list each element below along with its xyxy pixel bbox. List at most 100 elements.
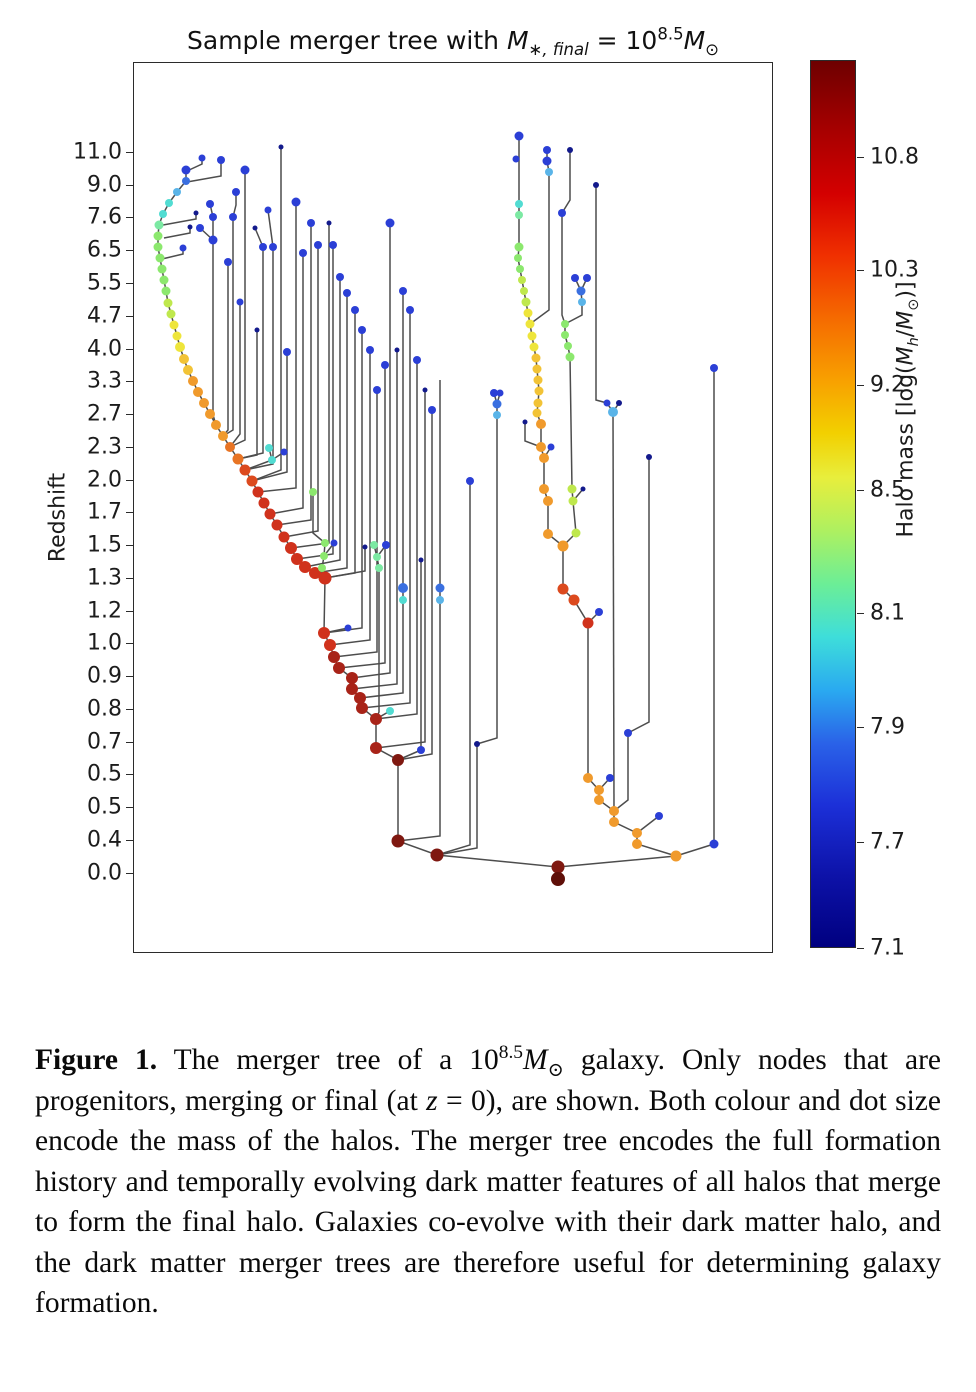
halo-node xyxy=(609,806,619,816)
merger-tree-branch xyxy=(283,245,319,538)
figure-panel: Sample merger tree with M∗, final = 108.… xyxy=(45,24,922,961)
halo-node xyxy=(268,456,276,464)
halo-node xyxy=(346,683,358,695)
halo-node xyxy=(399,596,407,604)
colorbar-tick-label: 9.2 xyxy=(870,372,905,398)
y-tick-label: 1.3 xyxy=(87,565,122,591)
merger-tree-branch xyxy=(361,310,411,709)
halo-node xyxy=(422,387,428,393)
colorbar-tick-mark xyxy=(857,726,864,728)
colorbar-tick-mark xyxy=(857,489,864,491)
y-tick-label: 1.0 xyxy=(87,630,122,656)
merger-tree-branch xyxy=(222,262,229,437)
halo-node xyxy=(218,431,228,441)
halo-node xyxy=(542,156,552,166)
halo-node xyxy=(239,464,251,476)
colorbar-tick-mark xyxy=(857,156,864,158)
y-tick-label: 0.5 xyxy=(87,794,122,820)
halo-node xyxy=(557,540,569,552)
halo-node xyxy=(328,651,340,663)
halo-node xyxy=(283,348,291,356)
merger-tree-branch xyxy=(251,147,282,482)
halo-node xyxy=(362,544,368,550)
halo-node xyxy=(571,274,579,282)
halo-node xyxy=(567,147,573,153)
y-tick-label: 0.7 xyxy=(87,729,122,755)
figure-caption: Figure 1. The merger tree of a 108.5M⊙ g… xyxy=(35,1042,941,1319)
y-tick-mark xyxy=(126,708,133,710)
merger-tree-branch xyxy=(296,245,334,560)
halo-node xyxy=(381,361,389,369)
halo-node xyxy=(193,387,203,397)
y-tick-mark xyxy=(126,511,133,513)
y-tick-mark xyxy=(126,151,133,153)
y-tick-mark xyxy=(126,479,133,481)
halo-node xyxy=(252,225,258,231)
colorbar-tick-label: 8.5 xyxy=(870,477,905,503)
halo-node xyxy=(246,475,258,487)
colorbar-axis-label: Halo mass [log(Mh/M⊙)] xyxy=(893,281,922,538)
halo-node xyxy=(594,795,604,805)
halo-node xyxy=(398,583,408,593)
y-tick-mark xyxy=(126,446,133,448)
halo-node xyxy=(154,220,164,230)
halo-node xyxy=(173,188,181,196)
merger-tree-branch xyxy=(338,365,386,669)
halo-node xyxy=(515,211,523,219)
merger-tree-branch xyxy=(229,302,241,448)
halo-node xyxy=(225,442,235,452)
halo-node xyxy=(309,567,321,579)
figure-title: Sample merger tree with M∗, final = 108.… xyxy=(187,24,719,59)
y-tick-label: 0.4 xyxy=(87,827,122,853)
merger-tree-branch xyxy=(312,492,326,544)
halo-node xyxy=(533,398,543,408)
halo-node xyxy=(343,289,351,297)
merger-tree-branch xyxy=(517,136,589,778)
halo-node xyxy=(351,306,359,314)
halo-node xyxy=(285,542,297,554)
halo-node xyxy=(344,624,352,632)
halo-node xyxy=(321,539,329,547)
halo-node xyxy=(565,352,575,362)
halo-node xyxy=(188,376,198,386)
y-tick-label: 11.0 xyxy=(73,139,122,165)
halo-node xyxy=(280,448,288,456)
y-axis-label: Redshift xyxy=(45,472,71,563)
y-tick-mark xyxy=(126,413,133,415)
merger-tree-branch xyxy=(232,192,237,218)
merger-tree-branch xyxy=(375,360,418,720)
halo-node xyxy=(373,553,381,561)
colorbar-gradient xyxy=(810,60,856,948)
halo-node xyxy=(406,306,414,314)
halo-node xyxy=(608,407,618,417)
y-tick-label: 6.5 xyxy=(87,237,122,263)
halo-node xyxy=(632,839,642,849)
halo-node xyxy=(567,484,577,494)
halo-node xyxy=(309,488,317,496)
halo-node xyxy=(616,400,622,406)
halo-node xyxy=(512,155,520,163)
merger-tree-branch xyxy=(627,457,650,734)
halo-node xyxy=(525,319,535,329)
halo-node xyxy=(208,235,218,245)
halo-node xyxy=(466,477,474,485)
y-tick-label: 2.0 xyxy=(87,467,122,493)
y-tick-label: 5.5 xyxy=(87,270,122,296)
halo-node xyxy=(169,320,179,330)
halo-node xyxy=(193,210,199,216)
merger-tree-branch xyxy=(436,481,471,856)
y-tick-mark xyxy=(126,806,133,808)
y-tick-label: 2.3 xyxy=(87,434,122,460)
halo-node xyxy=(564,342,572,350)
merger-tree-branch xyxy=(329,350,371,646)
y-tick-label: 0.8 xyxy=(87,696,122,722)
halo-node xyxy=(595,608,603,616)
halo-node xyxy=(493,411,501,419)
halo-node xyxy=(271,519,283,531)
halo-node xyxy=(593,182,599,188)
halo-node xyxy=(346,672,358,684)
halo-node xyxy=(314,241,322,249)
halo-node xyxy=(576,286,586,296)
halo-node xyxy=(561,331,569,339)
merger-tree-branch xyxy=(613,733,629,812)
